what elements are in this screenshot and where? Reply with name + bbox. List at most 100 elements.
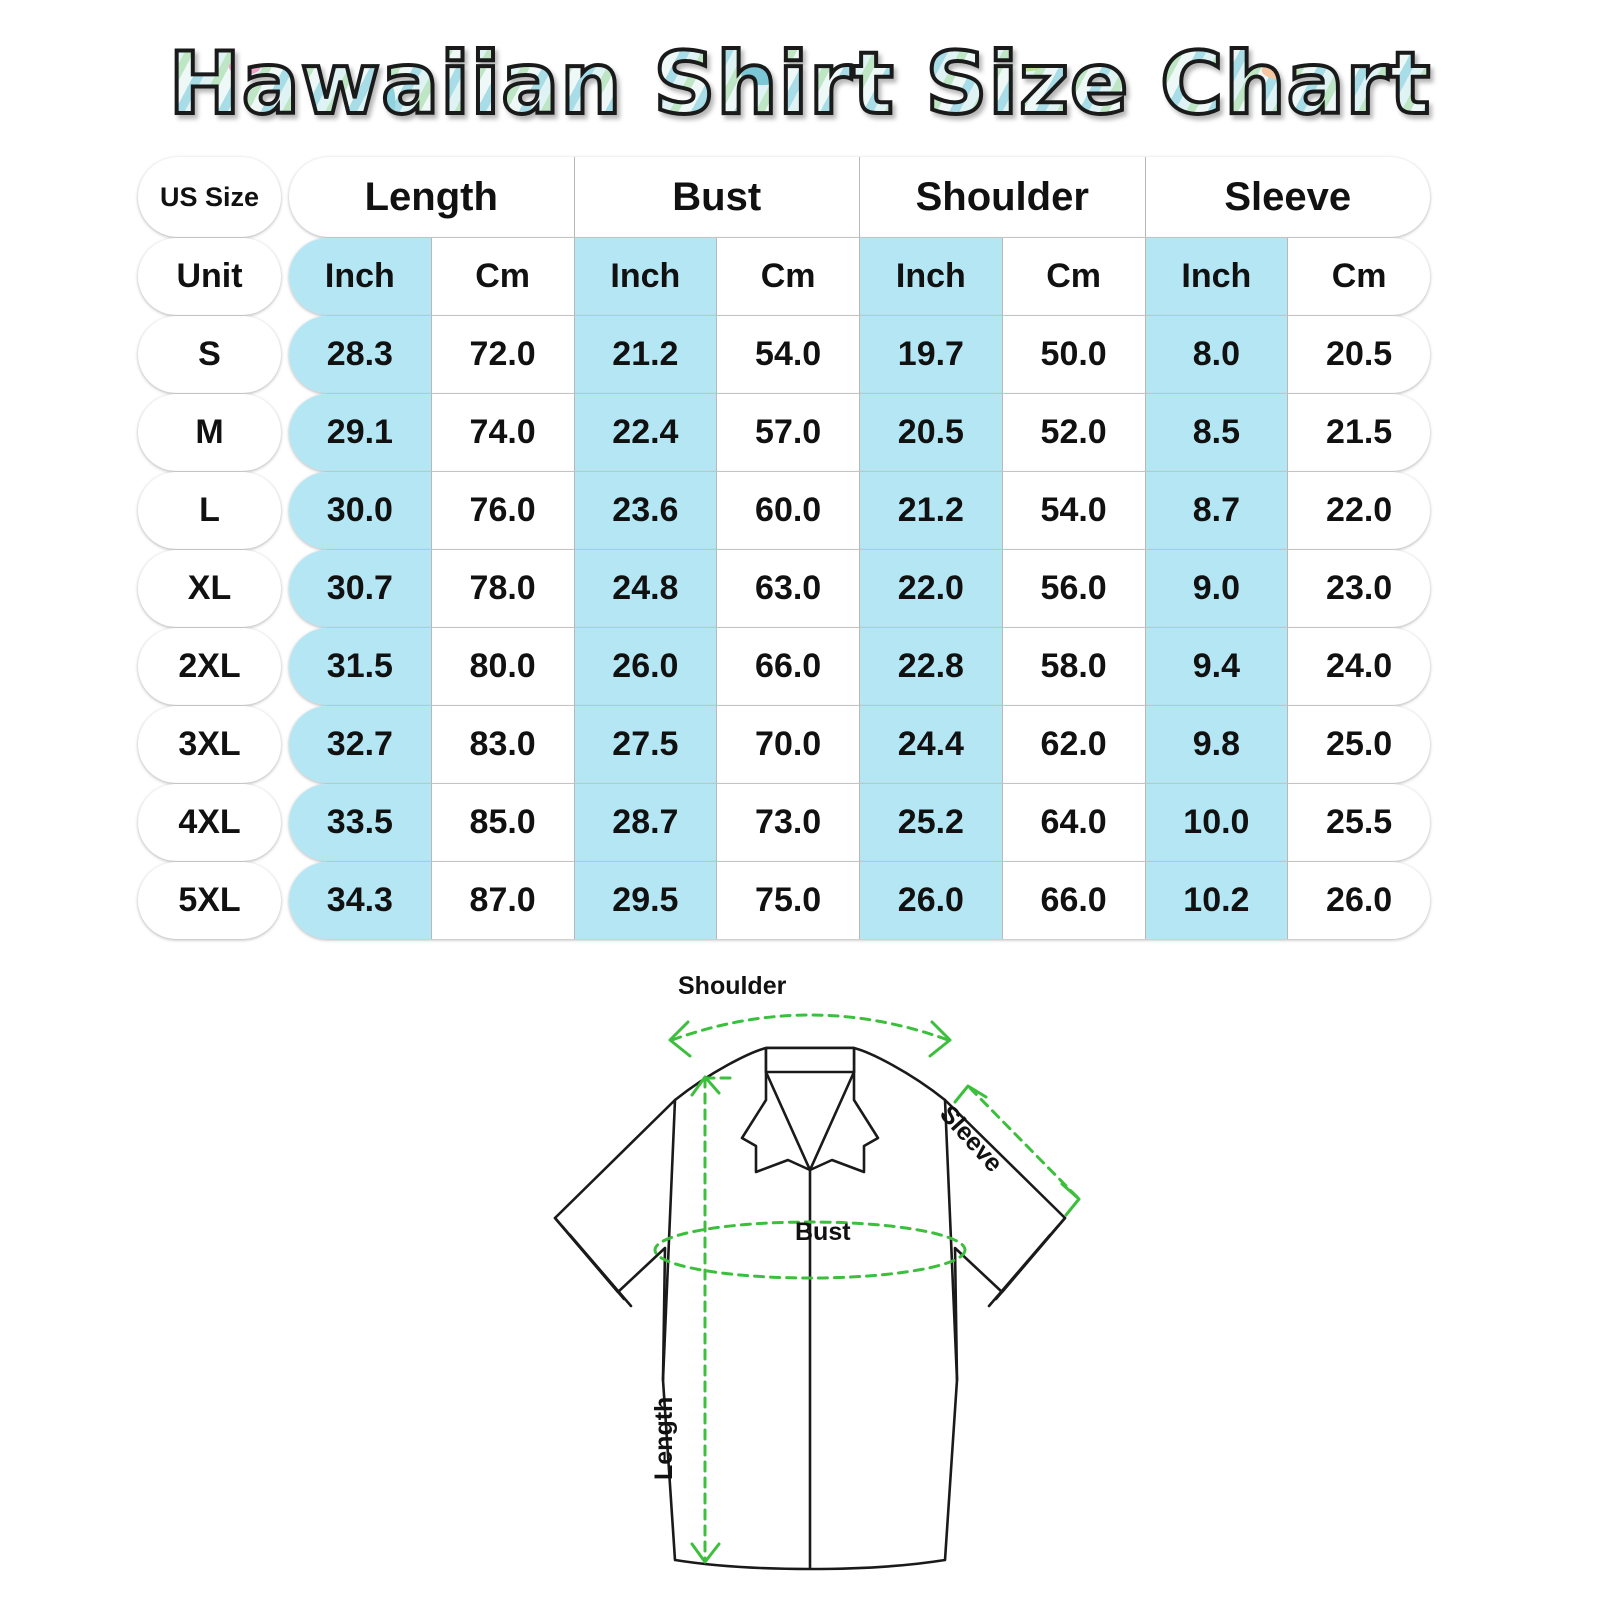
table-row: 2XL 31.5 80.0 26.0 66.0 22.8 58.0 9.4 24.0 [138,628,1430,705]
shirt-outline-icon [553,1046,1067,1571]
cell-bust-inch: 28.7 [574,784,718,861]
cell-bust-inch: 22.4 [574,394,718,471]
cell-length-inch: 33.5 [289,784,432,861]
cell-bust-inch: 24.8 [574,550,718,627]
cell-sleeve-cm: 21.5 [1326,413,1393,451]
cell-shoulder-inch: 19.7 [860,316,1003,393]
table-group-header-row: US Size Length Bust Shoulder Sleeve [138,157,1430,237]
sleeve-arrow-top [953,1084,988,1104]
cell-sleeve-inch: 9.4 [1145,628,1289,705]
cell-sleeve-cm: 23.0 [1326,569,1393,607]
cell-sleeve-inch: 9.0 [1145,550,1289,627]
cell-length-inch: 31.5 [289,628,432,705]
unit-sleeve-inch: Inch [1145,238,1289,315]
table-row: 4XL 33.5 85.0 28.7 73.0 25.2 64.0 10.0 25.5 [138,784,1430,861]
row-body: 32.7 83.0 27.5 70.0 24.4 62.0 9.8 25.0 [289,706,1430,783]
cell-bust-inch: 27.5 [574,706,718,783]
cell-bust-cm: 54.0 [717,316,860,393]
cell-bust-cm: 60.0 [717,472,860,549]
cell-length-cm: 76.0 [432,472,575,549]
unit-sleeve-cm: Cm [1331,257,1387,295]
row-body: 31.5 80.0 26.0 66.0 22.8 58.0 9.4 24.0 [289,628,1430,705]
cell-bust-cm: 57.0 [717,394,860,471]
unit-shoulder-cm: Cm [1003,238,1146,315]
cell-sleeve-cm: 20.5 [1326,335,1393,373]
row-body: 28.3 72.0 21.2 54.0 19.7 50.0 8.0 20.5 [289,316,1430,393]
cell-length-cm: 87.0 [432,862,575,939]
diagram-label-bust: Bust [795,1218,851,1246]
cell-shoulder-inch: 25.2 [860,784,1003,861]
unit-bust-cm: Cm [717,238,860,315]
row-size-label: M [138,394,281,471]
cell-sleeve-inch: 10.0 [1145,784,1289,861]
cell-shoulder-inch: 24.4 [860,706,1003,783]
row-size-label: XL [138,550,281,627]
cell-bust-cm: 63.0 [717,550,860,627]
length-arrow-top [690,1075,721,1097]
table-row: S 28.3 72.0 21.2 54.0 19.7 50.0 8.0 20.5 [138,316,1430,393]
cell-bust-cm: 73.0 [717,784,860,861]
cell-length-inch: 30.7 [289,550,432,627]
cell-sleeve-cm: 25.0 [1326,725,1393,763]
row-size-label: 3XL [138,706,281,783]
row-body: 33.5 85.0 28.7 73.0 25.2 64.0 10.0 25.5 [289,784,1430,861]
cell-sleeve-cm: 26.0 [1326,881,1393,919]
unit-bust-inch: Inch [574,238,718,315]
group-header-length: Length [289,157,575,237]
unit-row-body: Inch Cm Inch Cm Inch Cm Inch Cm [289,238,1430,315]
cell-bust-cm: 75.0 [717,862,860,939]
group-header-sleeve: Sleeve [1224,174,1352,219]
table-row: L 30.0 76.0 23.6 60.0 21.2 54.0 8.7 22.0 [138,472,1430,549]
measurement-guides [653,1013,1080,1562]
cell-bust-cm: 66.0 [717,628,860,705]
table-unit-row: Unit Inch Cm Inch Cm Inch Cm Inch Cm [138,238,1430,315]
cell-shoulder-inch: 21.2 [860,472,1003,549]
sleeve-arrow-bottom [1060,1182,1081,1217]
cell-sleeve-cm: 25.5 [1326,803,1393,841]
cell-length-inch: 34.3 [289,862,432,939]
cell-shoulder-inch: 26.0 [860,862,1003,939]
cell-shoulder-cm: 54.0 [1003,472,1146,549]
row-body: 34.3 87.0 29.5 75.0 26.0 66.0 10.2 26.0 [289,862,1430,939]
shirt-measurement-diagram: Shoulder Sleeve Bust Length [500,960,1120,1580]
cell-shoulder-cm: 50.0 [1003,316,1146,393]
row-body: 29.1 74.0 22.4 57.0 20.5 52.0 8.5 21.5 [289,394,1430,471]
cell-sleeve-cm: 24.0 [1326,647,1393,685]
cell-bust-inch: 26.0 [574,628,718,705]
row-size-label: 4XL [138,784,281,861]
header-us-size: US Size [138,157,281,237]
row-size-label: S [138,316,281,393]
unit-length-inch: Inch [289,238,432,315]
cell-bust-inch: 21.2 [574,316,718,393]
group-header-bust: Bust [575,157,860,237]
unit-length-cm: Cm [432,238,575,315]
length-arrow-bottom [690,1542,721,1564]
row-size-label: 2XL [138,628,281,705]
cell-shoulder-inch: 20.5 [860,394,1003,471]
diagram-label-shoulder: Shoulder [678,972,787,1000]
cell-length-inch: 32.7 [289,706,432,783]
cell-length-cm: 74.0 [432,394,575,471]
page-title-container: Hawaiian Shirt Size Chart [0,24,1600,144]
cell-shoulder-inch: 22.8 [860,628,1003,705]
cell-shoulder-inch: 22.0 [860,550,1003,627]
cell-shoulder-cm: 66.0 [1003,862,1146,939]
shoulder-guide-line [670,1013,950,1042]
group-header-body: Length Bust Shoulder Sleeve [289,157,1430,237]
cell-length-inch: 29.1 [289,394,432,471]
row-size-label: L [138,472,281,549]
table-row: XL 30.7 78.0 24.8 63.0 22.0 56.0 9.0 23.0 [138,550,1430,627]
cell-sleeve-inch: 9.8 [1145,706,1289,783]
size-chart-table: US Size Length Bust Shoulder Sleeve Unit… [138,157,1430,940]
cell-sleeve-cm: 22.0 [1326,491,1393,529]
shoulder-arrow-right [928,1020,952,1058]
page-title: Hawaiian Shirt Size Chart [167,34,1432,134]
cell-shoulder-cm: 58.0 [1003,628,1146,705]
table-row: 3XL 32.7 83.0 27.5 70.0 24.4 62.0 9.8 25.0 [138,706,1430,783]
cell-length-cm: 80.0 [432,628,575,705]
cell-shoulder-cm: 56.0 [1003,550,1146,627]
table-row: 5XL 34.3 87.0 29.5 75.0 26.0 66.0 10.2 26.0 [138,862,1430,939]
row-body: 30.7 78.0 24.8 63.0 22.0 56.0 9.0 23.0 [289,550,1430,627]
cell-length-inch: 30.0 [289,472,432,549]
cell-sleeve-inch: 8.7 [1145,472,1289,549]
